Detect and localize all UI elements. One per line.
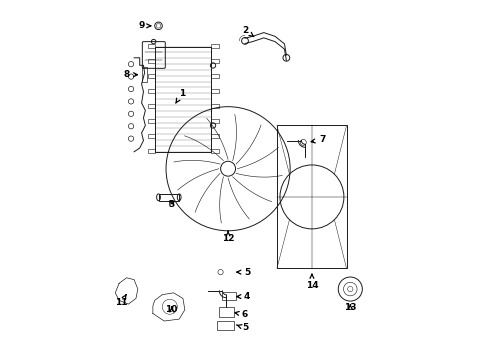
Text: 3: 3 <box>169 200 175 209</box>
Bar <box>211 104 219 108</box>
Bar <box>277 126 346 268</box>
Bar <box>211 134 219 138</box>
Text: 12: 12 <box>222 231 234 243</box>
Bar <box>142 67 147 82</box>
Text: 7: 7 <box>311 135 325 144</box>
Text: 9: 9 <box>138 21 151 30</box>
Bar <box>222 292 236 300</box>
Bar <box>155 46 211 152</box>
Bar <box>148 104 155 108</box>
Bar <box>148 149 155 153</box>
Text: 8: 8 <box>123 70 137 79</box>
Bar <box>217 321 234 330</box>
Bar <box>158 194 179 201</box>
Text: 4: 4 <box>237 292 250 301</box>
Bar <box>211 89 219 93</box>
Text: 5: 5 <box>237 267 250 276</box>
Bar <box>211 119 219 123</box>
Bar <box>219 307 234 317</box>
Bar <box>211 149 219 153</box>
Text: 2: 2 <box>243 26 254 37</box>
Text: 5: 5 <box>237 323 248 332</box>
Bar <box>148 74 155 78</box>
Bar <box>148 89 155 93</box>
Text: 6: 6 <box>235 310 248 319</box>
Bar <box>148 134 155 138</box>
Bar <box>148 119 155 123</box>
Bar <box>211 44 219 48</box>
Text: 1: 1 <box>176 89 185 103</box>
Text: 11: 11 <box>116 295 128 307</box>
Bar <box>211 59 219 63</box>
Text: 13: 13 <box>344 303 357 312</box>
Bar <box>211 74 219 78</box>
Bar <box>148 59 155 63</box>
Text: 14: 14 <box>306 274 318 290</box>
Text: 10: 10 <box>166 305 178 314</box>
Bar <box>148 44 155 48</box>
